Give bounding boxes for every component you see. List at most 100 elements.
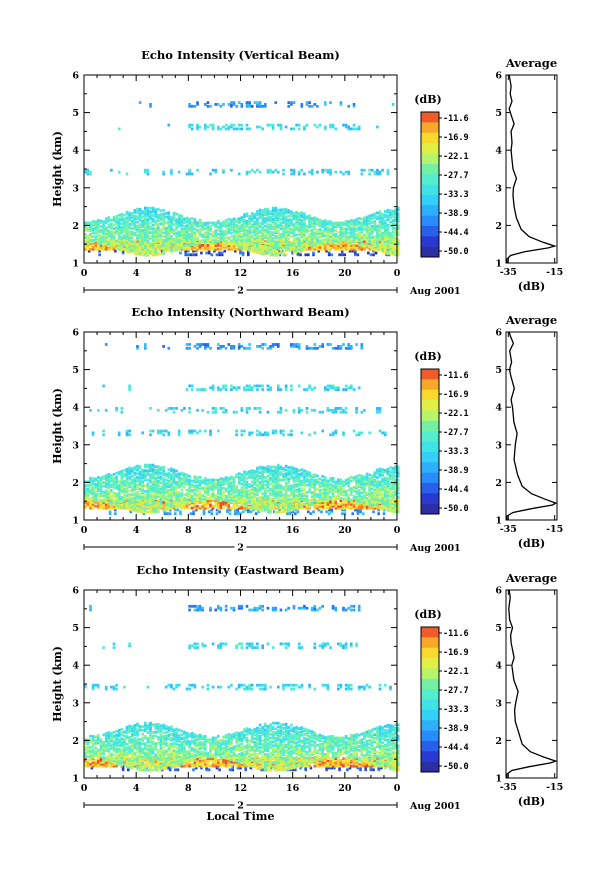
echo-cell	[112, 480, 116, 484]
echo-cell	[271, 225, 275, 229]
echo-cell	[269, 508, 272, 512]
echo-cell	[224, 489, 228, 493]
echo-cell	[261, 492, 264, 496]
echo-cell	[141, 244, 144, 247]
echo-cell	[240, 501, 244, 505]
echo-cell	[89, 240, 92, 244]
echo-cell	[89, 234, 92, 238]
echo-cell	[300, 502, 304, 505]
echo-cell	[188, 497, 191, 501]
echo-cell	[209, 486, 212, 489]
echo-cell	[245, 101, 249, 104]
echo-cell	[136, 230, 139, 233]
echo-cell	[144, 249, 147, 253]
echo-cell	[128, 215, 131, 219]
echo-cell	[290, 486, 293, 490]
echo-cell	[84, 491, 87, 495]
echo-cell	[334, 504, 337, 508]
echo-cell	[141, 489, 144, 493]
echo-cell	[284, 493, 288, 496]
echo-cell	[240, 482, 244, 486]
echo-cell	[308, 499, 311, 503]
echo-cell	[297, 214, 301, 217]
echo-cell	[310, 232, 314, 236]
echo-cell	[384, 219, 387, 223]
echo-cell	[329, 123, 332, 127]
echo-cell	[295, 475, 298, 479]
echo-cell	[297, 497, 301, 501]
echo-cell	[97, 228, 100, 232]
echo-cell	[219, 492, 223, 495]
echo-cell	[386, 242, 390, 246]
echo-cell	[243, 222, 246, 226]
echo-cell	[170, 170, 173, 174]
echo-cell	[269, 469, 272, 472]
echo-cell	[264, 103, 267, 106]
echo-cell	[344, 227, 348, 231]
echo-cell	[211, 480, 215, 484]
echo-cell	[227, 244, 231, 247]
average-frame	[505, 74, 558, 264]
echo-cell	[170, 245, 173, 249]
echo-cell	[326, 494, 330, 498]
echo-cell	[193, 223, 197, 227]
echo-cell	[99, 480, 103, 484]
echo-cell	[114, 512, 117, 516]
echo-cell	[344, 240, 348, 244]
echo-cell	[291, 510, 294, 514]
echo-cell	[331, 231, 335, 234]
echo-cell	[326, 481, 330, 485]
echo-cell	[185, 494, 189, 498]
echo-cell	[355, 227, 358, 231]
colorbar-segment	[421, 215, 439, 227]
echo-cell	[97, 489, 100, 492]
echo-cell	[290, 127, 293, 131]
echo-cell	[151, 469, 155, 473]
echo-cell	[194, 249, 198, 253]
echo-cell	[230, 245, 233, 249]
echo-cell	[240, 218, 244, 221]
echo-cell	[107, 229, 111, 233]
echo-cell	[373, 248, 377, 252]
echo-cell	[310, 496, 314, 500]
echo-cell	[170, 227, 173, 231]
echo-cell	[389, 211, 392, 214]
echo-cell	[172, 211, 176, 215]
echo-cell	[339, 240, 343, 244]
echo-cell	[227, 484, 231, 488]
echo-cell	[196, 484, 199, 487]
echo-cell	[206, 484, 210, 488]
echo-cell	[308, 233, 311, 236]
echo-cell	[159, 468, 163, 472]
echo-cell	[162, 482, 165, 486]
echo-cell	[209, 501, 212, 504]
echo-cell	[235, 235, 238, 238]
echo-cell	[232, 506, 236, 510]
echo-cell	[250, 495, 254, 499]
echo-cell	[89, 504, 92, 508]
echo-cell	[389, 213, 392, 216]
echo-cell	[151, 248, 155, 251]
echo-cell	[271, 503, 275, 506]
echo-cell	[271, 170, 275, 174]
echo-cell	[318, 481, 322, 485]
echo-cell	[297, 247, 301, 251]
echo-cell	[240, 227, 244, 231]
echo-cell	[266, 238, 270, 242]
echo-cell	[249, 510, 253, 514]
echo-cell	[162, 220, 165, 223]
echo-cell	[258, 504, 262, 508]
echo-cell	[305, 483, 309, 487]
echo-cell	[112, 476, 116, 480]
echo-cell	[344, 242, 348, 245]
echo-cell	[264, 470, 267, 474]
echo-cell	[357, 127, 361, 131]
echo-cell	[329, 229, 332, 233]
echo-cell	[217, 482, 220, 486]
echo-cell	[300, 239, 304, 243]
echo-cell	[128, 504, 131, 507]
echo-cell	[277, 510, 280, 514]
echo-cell	[344, 480, 348, 484]
echo-cell	[297, 495, 301, 499]
echo-cell	[151, 467, 155, 471]
